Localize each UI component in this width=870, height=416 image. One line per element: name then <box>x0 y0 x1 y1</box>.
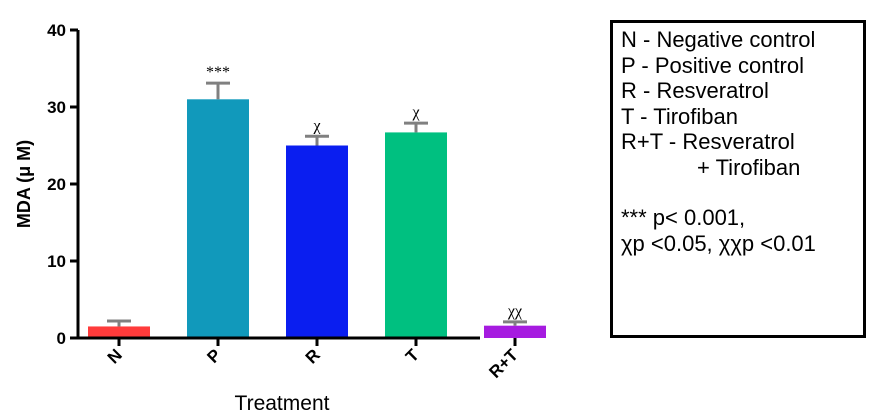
legend-entry-rt: R+T - Resveratrol <box>621 129 795 154</box>
legend-entry-rt-continued: + Tirofiban <box>697 154 801 180</box>
y-ticks-group: 0 10 20 30 40 <box>47 21 78 348</box>
bar-p <box>187 99 249 338</box>
bar-r-plus-t <box>484 325 546 338</box>
bar-t <box>385 132 447 338</box>
significance-label-r: χ <box>312 117 321 134</box>
y-tick-label: 10 <box>47 252 66 271</box>
x-tick-label-r-plus-t: R+T <box>485 345 522 382</box>
legend-box: N - Negative control P - Positive contro… <box>610 20 866 338</box>
legend-entry-n: N - Negative control <box>621 27 816 52</box>
x-axis-title: Treatment <box>235 392 330 415</box>
legend-spacer <box>621 180 863 205</box>
x-ticks-group: N P R T R+T <box>104 338 522 382</box>
y-tick-label: 20 <box>47 175 66 194</box>
x-tick-label-p: P <box>203 345 224 366</box>
legend-entry-t: T - Tirofiban <box>621 103 738 129</box>
legend-entry-r: R - Resveratrol <box>621 78 769 103</box>
error-bars-group <box>107 81 527 327</box>
significance-label-p: *** <box>206 64 230 81</box>
legend-note-significance-1: *** p< 0.001, <box>621 205 746 230</box>
bars-group <box>88 99 546 338</box>
significance-label-r-plus-t: χχ <box>507 303 523 320</box>
legend-note-significance-2: χp <0.05, χχp <0.01 <box>621 230 816 256</box>
legend-entry-p: P - Positive control <box>621 52 805 78</box>
bar-n <box>88 326 150 338</box>
y-tick-label: 30 <box>47 98 66 117</box>
bar-r <box>286 145 348 338</box>
x-tick-label-r: R <box>302 345 324 367</box>
y-tick-label: 40 <box>47 21 66 40</box>
significance-label-t: χ <box>411 104 420 121</box>
x-tick-label-n: N <box>104 345 126 367</box>
x-tick-label-t: T <box>402 345 423 366</box>
y-axis-title: MDA (μ M) <box>14 140 34 228</box>
y-tick-label: 0 <box>57 329 66 348</box>
